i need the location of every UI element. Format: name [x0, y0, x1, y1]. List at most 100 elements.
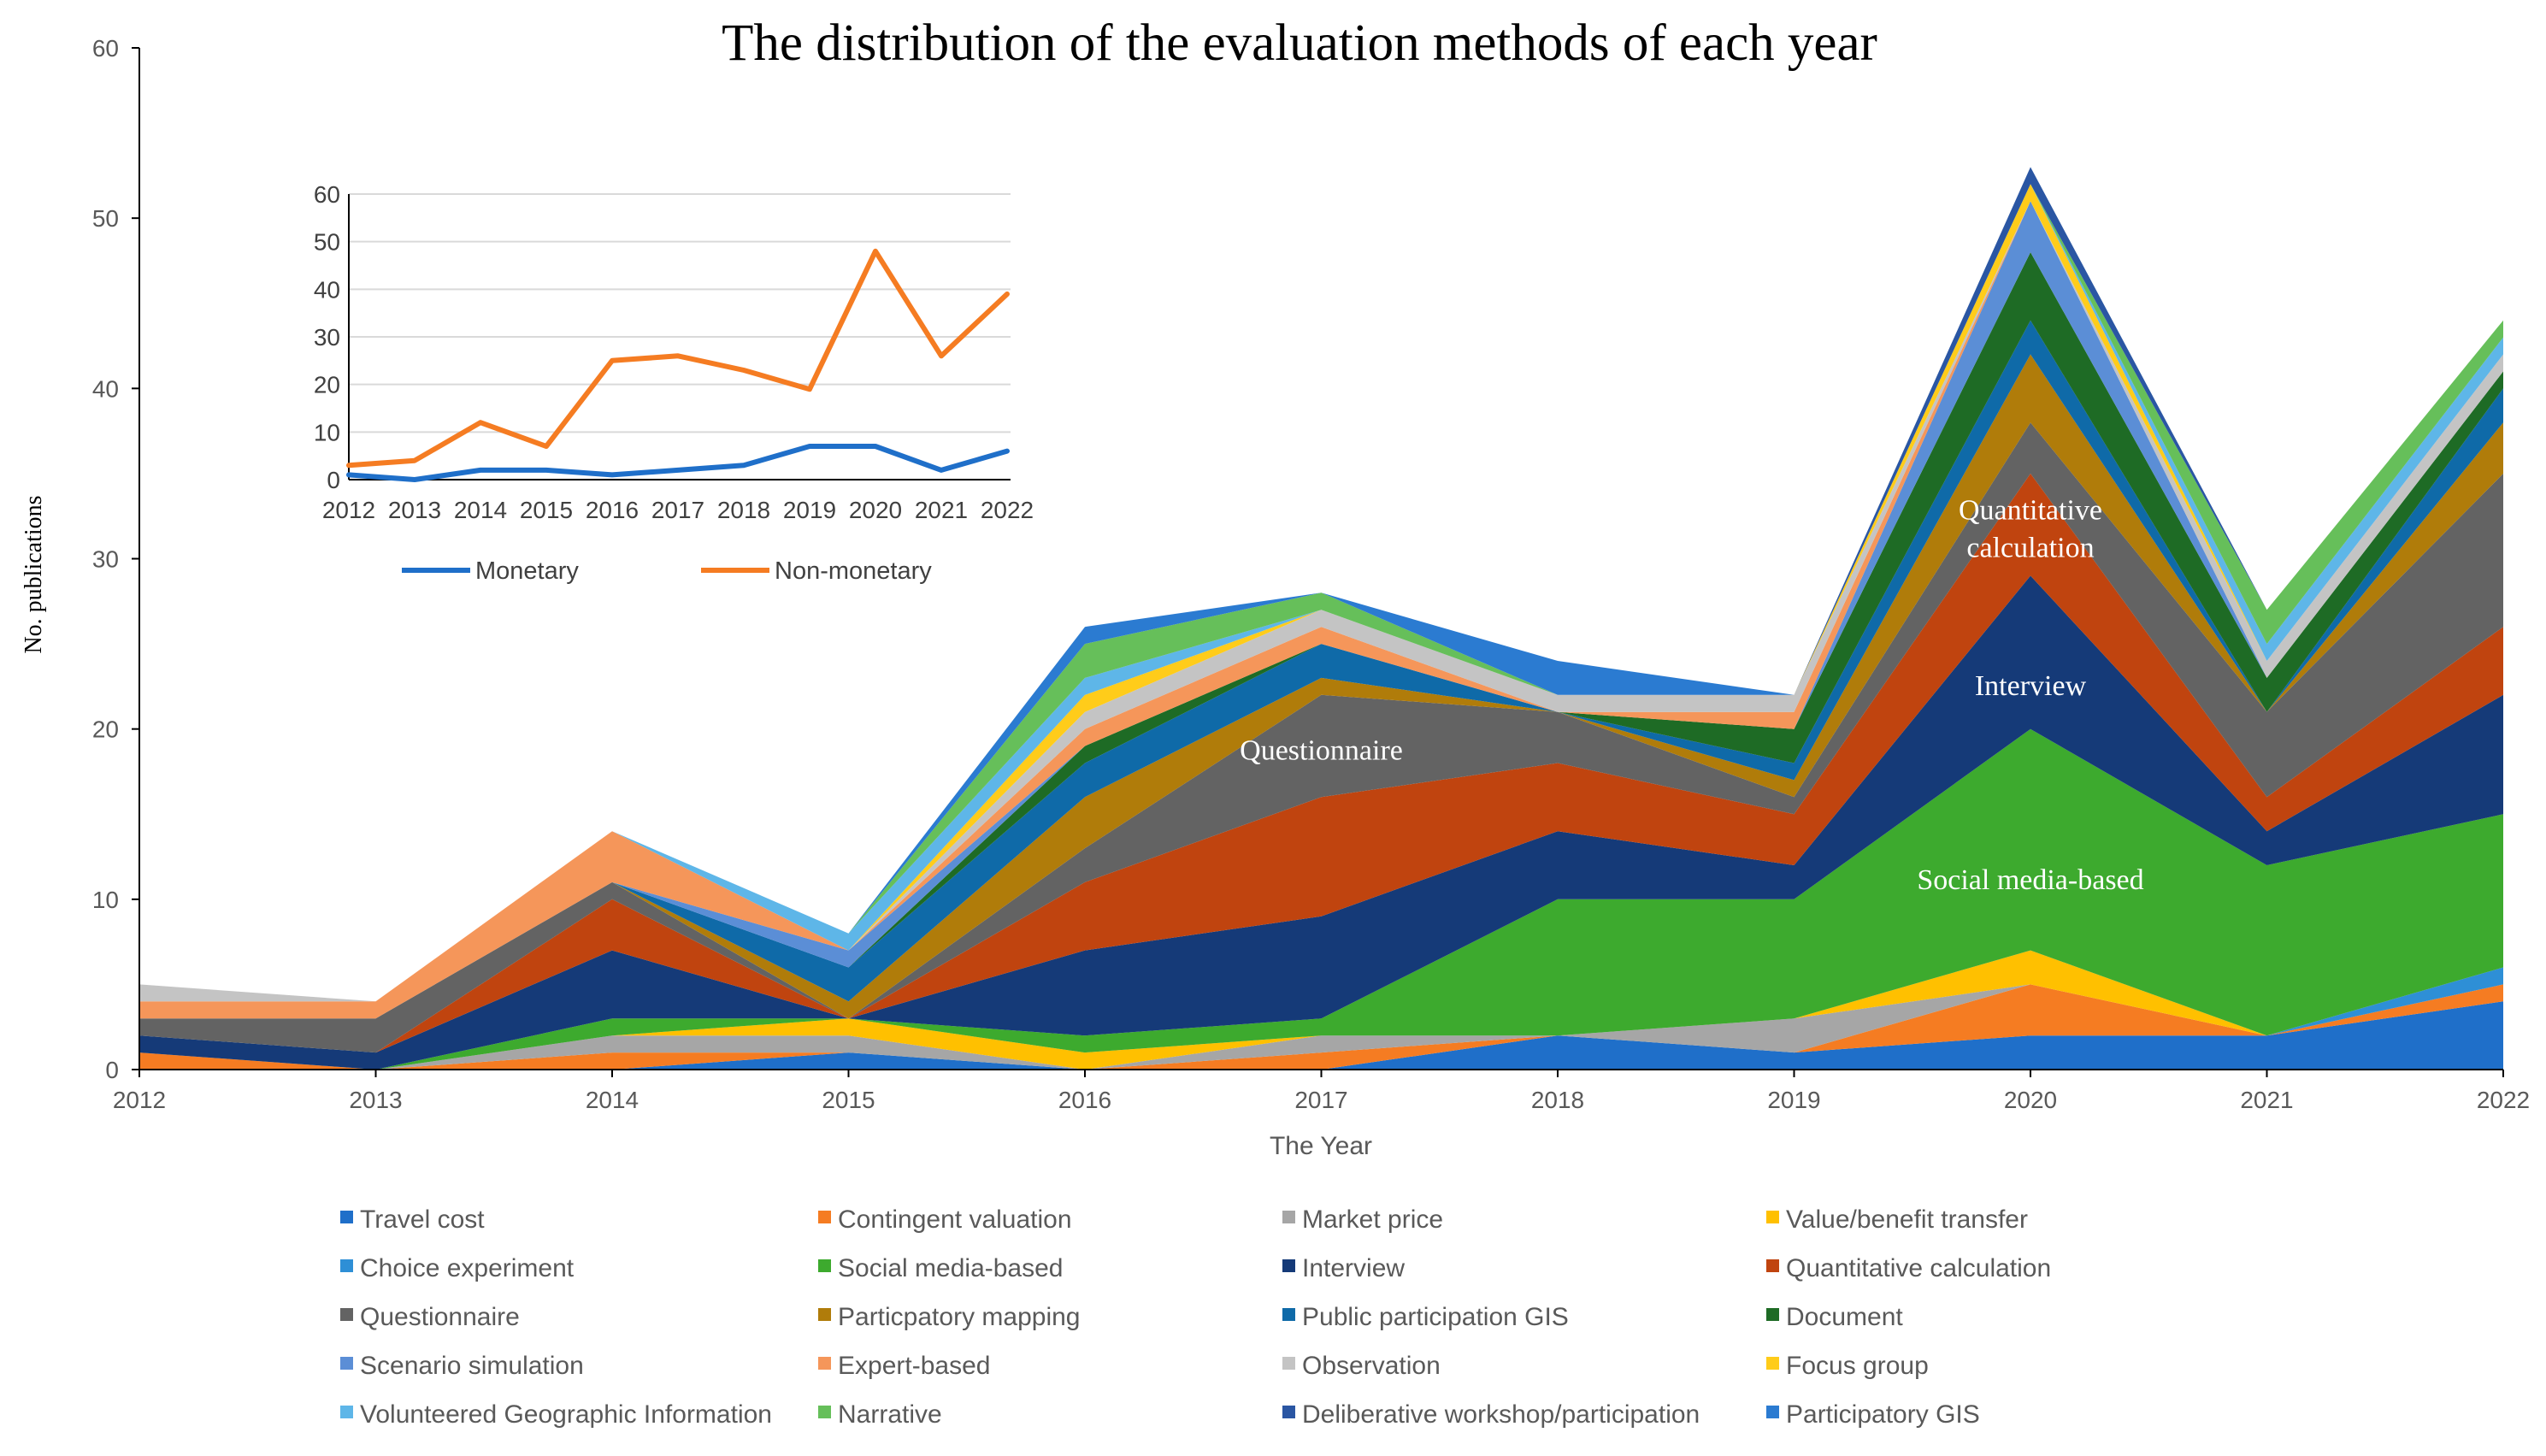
annotation-interview: Interview	[1975, 670, 2087, 702]
annotation-social-media-based: Social media-based	[1917, 864, 2143, 896]
area-social-media-based	[139, 728, 2503, 1070]
legend-swatch-social-media-based	[818, 1259, 831, 1272]
area-narrative	[139, 184, 2503, 1002]
area-annotations: Questionnaire Interview Quantitative calcul…	[1240, 495, 2144, 896]
x-tick-label: 2015	[822, 1087, 875, 1113]
legend-label-deliberative-workshop-participation: Deliberative workshop/participation	[1302, 1400, 1700, 1429]
x-tick-label: 2021	[2240, 1087, 2293, 1113]
inset-y-tick-label: 50	[314, 229, 340, 256]
legend-swatch-focus-group	[1766, 1357, 1779, 1370]
legend-label-document: Document	[1786, 1303, 1903, 1331]
inset-y-tick-label: 20	[314, 372, 340, 398]
inset-legend-label-monetary: Monetary	[475, 557, 579, 585]
inset-x-tick-label: 2020	[849, 497, 902, 523]
x-tick-label: 2019	[1767, 1087, 1820, 1113]
y-tick-label: 10	[92, 887, 119, 913]
legend-swatch-expert-based	[818, 1357, 831, 1370]
legend-swatch-deliberative-workshop-participation	[1282, 1406, 1295, 1418]
y-tick-label: 60	[92, 35, 119, 62]
inset-y-tick-label: 30	[314, 324, 340, 351]
inset-x-tick-label: 2014	[454, 497, 507, 523]
x-tick-label: 2020	[2004, 1087, 2057, 1113]
legend-label-quantitative-calculation: Quantitative calculation	[1786, 1254, 2051, 1282]
legend-swatch-travel-cost	[340, 1211, 353, 1223]
legend-label-expert-based: Expert-based	[838, 1352, 990, 1380]
inset-y-tick-label: 10	[314, 419, 340, 445]
inset-x-tick-label: 2012	[322, 497, 375, 523]
legend-label-contingent-valuation: Contingent valuation	[838, 1205, 1072, 1234]
legend-label-volunteered-geographic-information: Volunteered Geographic Information	[360, 1400, 772, 1429]
x-axis-title: The Year	[1270, 1132, 1372, 1160]
area-market-price	[139, 984, 2503, 1070]
annotation-calculation: calculation	[1966, 533, 2094, 564]
legend-swatch-interview	[1282, 1259, 1295, 1272]
legend-swatch-document	[1766, 1308, 1779, 1321]
inset-x-tick-label: 2013	[388, 497, 441, 523]
legend-swatch-value-benefit-transfer	[1766, 1211, 1779, 1223]
main-legend: Travel cost Contingent valuation Market pr…	[340, 1205, 2051, 1429]
legend-label-social-media-based: Social media-based	[838, 1254, 1063, 1282]
x-tick-label: 2012	[113, 1087, 166, 1113]
legend-swatch-volunteered-geographic-information	[340, 1406, 353, 1418]
area-travel-cost	[139, 1001, 2503, 1070]
legend-swatch-participatory-gis	[1766, 1406, 1779, 1418]
legend-swatch-narrative	[818, 1406, 831, 1418]
inset-line-non-monetary	[346, 248, 1010, 469]
y-tick-label: 0	[105, 1057, 119, 1083]
stacked-areas	[139, 167, 2503, 1070]
inset-x-tick-label: 2016	[586, 497, 639, 523]
inset-x-tick-label: 2022	[981, 497, 1034, 523]
area-questionnaire	[139, 422, 2503, 1053]
legend-label-focus-group: Focus group	[1786, 1352, 1929, 1380]
legend-label-value-benefit-transfer: Value/benefit transfer	[1786, 1205, 2028, 1234]
inset-x-tick-label: 2019	[783, 497, 836, 523]
x-tick-label: 2017	[1294, 1087, 1347, 1113]
legend-swatch-choice-experiment	[340, 1259, 353, 1272]
area-contingent-valuation	[139, 984, 2503, 1070]
x-tick-label: 2022	[2477, 1087, 2530, 1113]
legend-label-interview: Interview	[1302, 1254, 1405, 1282]
legend-swatch-contingent-valuation	[818, 1211, 831, 1223]
y-tick-label: 50	[92, 205, 119, 232]
x-tick-label: 2014	[586, 1087, 639, 1113]
inset-line-chart: 0 10 20 30 40 50 60 2012 2013 2014 2015 2016 2017 201…	[314, 181, 1034, 585]
legend-label-participatory-gis: Participatory GIS	[1786, 1400, 1980, 1429]
y-tick-label: 20	[92, 716, 119, 743]
inset-x-tick-label: 2017	[651, 497, 704, 523]
inset-y-tick-label: 0	[327, 467, 340, 493]
inset-x-tick-label: 2021	[915, 497, 968, 523]
y-tick-label: 30	[92, 546, 119, 573]
area-particpatory-mapping	[139, 354, 2503, 1019]
y-tick-label: 40	[92, 375, 119, 402]
legend-label-travel-cost: Travel cost	[360, 1205, 485, 1234]
inset-line-monetary	[346, 444, 1010, 482]
inset-y-tick-label: 40	[314, 276, 340, 303]
x-tick-label: 2013	[349, 1087, 402, 1113]
legend-swatch-observation	[1282, 1357, 1295, 1370]
legend-swatch-market-price	[1282, 1211, 1295, 1223]
legend-label-scenario-simulation: Scenario simulation	[360, 1352, 584, 1380]
x-tick-label: 2016	[1058, 1087, 1111, 1113]
legend-swatch-scenario-simulation	[340, 1357, 353, 1370]
legend-label-choice-experiment: Choice experiment	[360, 1254, 575, 1282]
legend-swatch-questionnaire	[340, 1308, 353, 1321]
legend-label-questionnaire: Questionnaire	[360, 1303, 520, 1331]
legend-label-narrative: Narrative	[838, 1400, 942, 1429]
area-interview	[139, 575, 2503, 1070]
legend-swatch-public-participation-gis	[1282, 1308, 1295, 1321]
inset-y-tick-label: 60	[314, 181, 340, 208]
annotation-questionnaire: Questionnaire	[1240, 735, 1403, 767]
legend-label-public-participation-gis: Public participation GIS	[1302, 1303, 1569, 1331]
inset-x-tick-label: 2018	[717, 497, 770, 523]
chart-title: The distribution of the evaluation metho…	[722, 15, 1877, 72]
area-public-participation-gis	[139, 320, 2503, 1019]
annotation-quantitative: Quantitative	[1959, 495, 2102, 527]
legend-swatch-quantitative-calculation	[1766, 1259, 1779, 1272]
legend-label-observation: Observation	[1302, 1352, 1441, 1380]
y-axis-title: No. publications	[21, 495, 47, 653]
inset-legend-label-non-monetary: Non-monetary	[775, 557, 932, 585]
legend-label-particpatory-mapping: Particpatory mapping	[838, 1303, 1080, 1331]
x-tick-label: 2018	[1531, 1087, 1584, 1113]
